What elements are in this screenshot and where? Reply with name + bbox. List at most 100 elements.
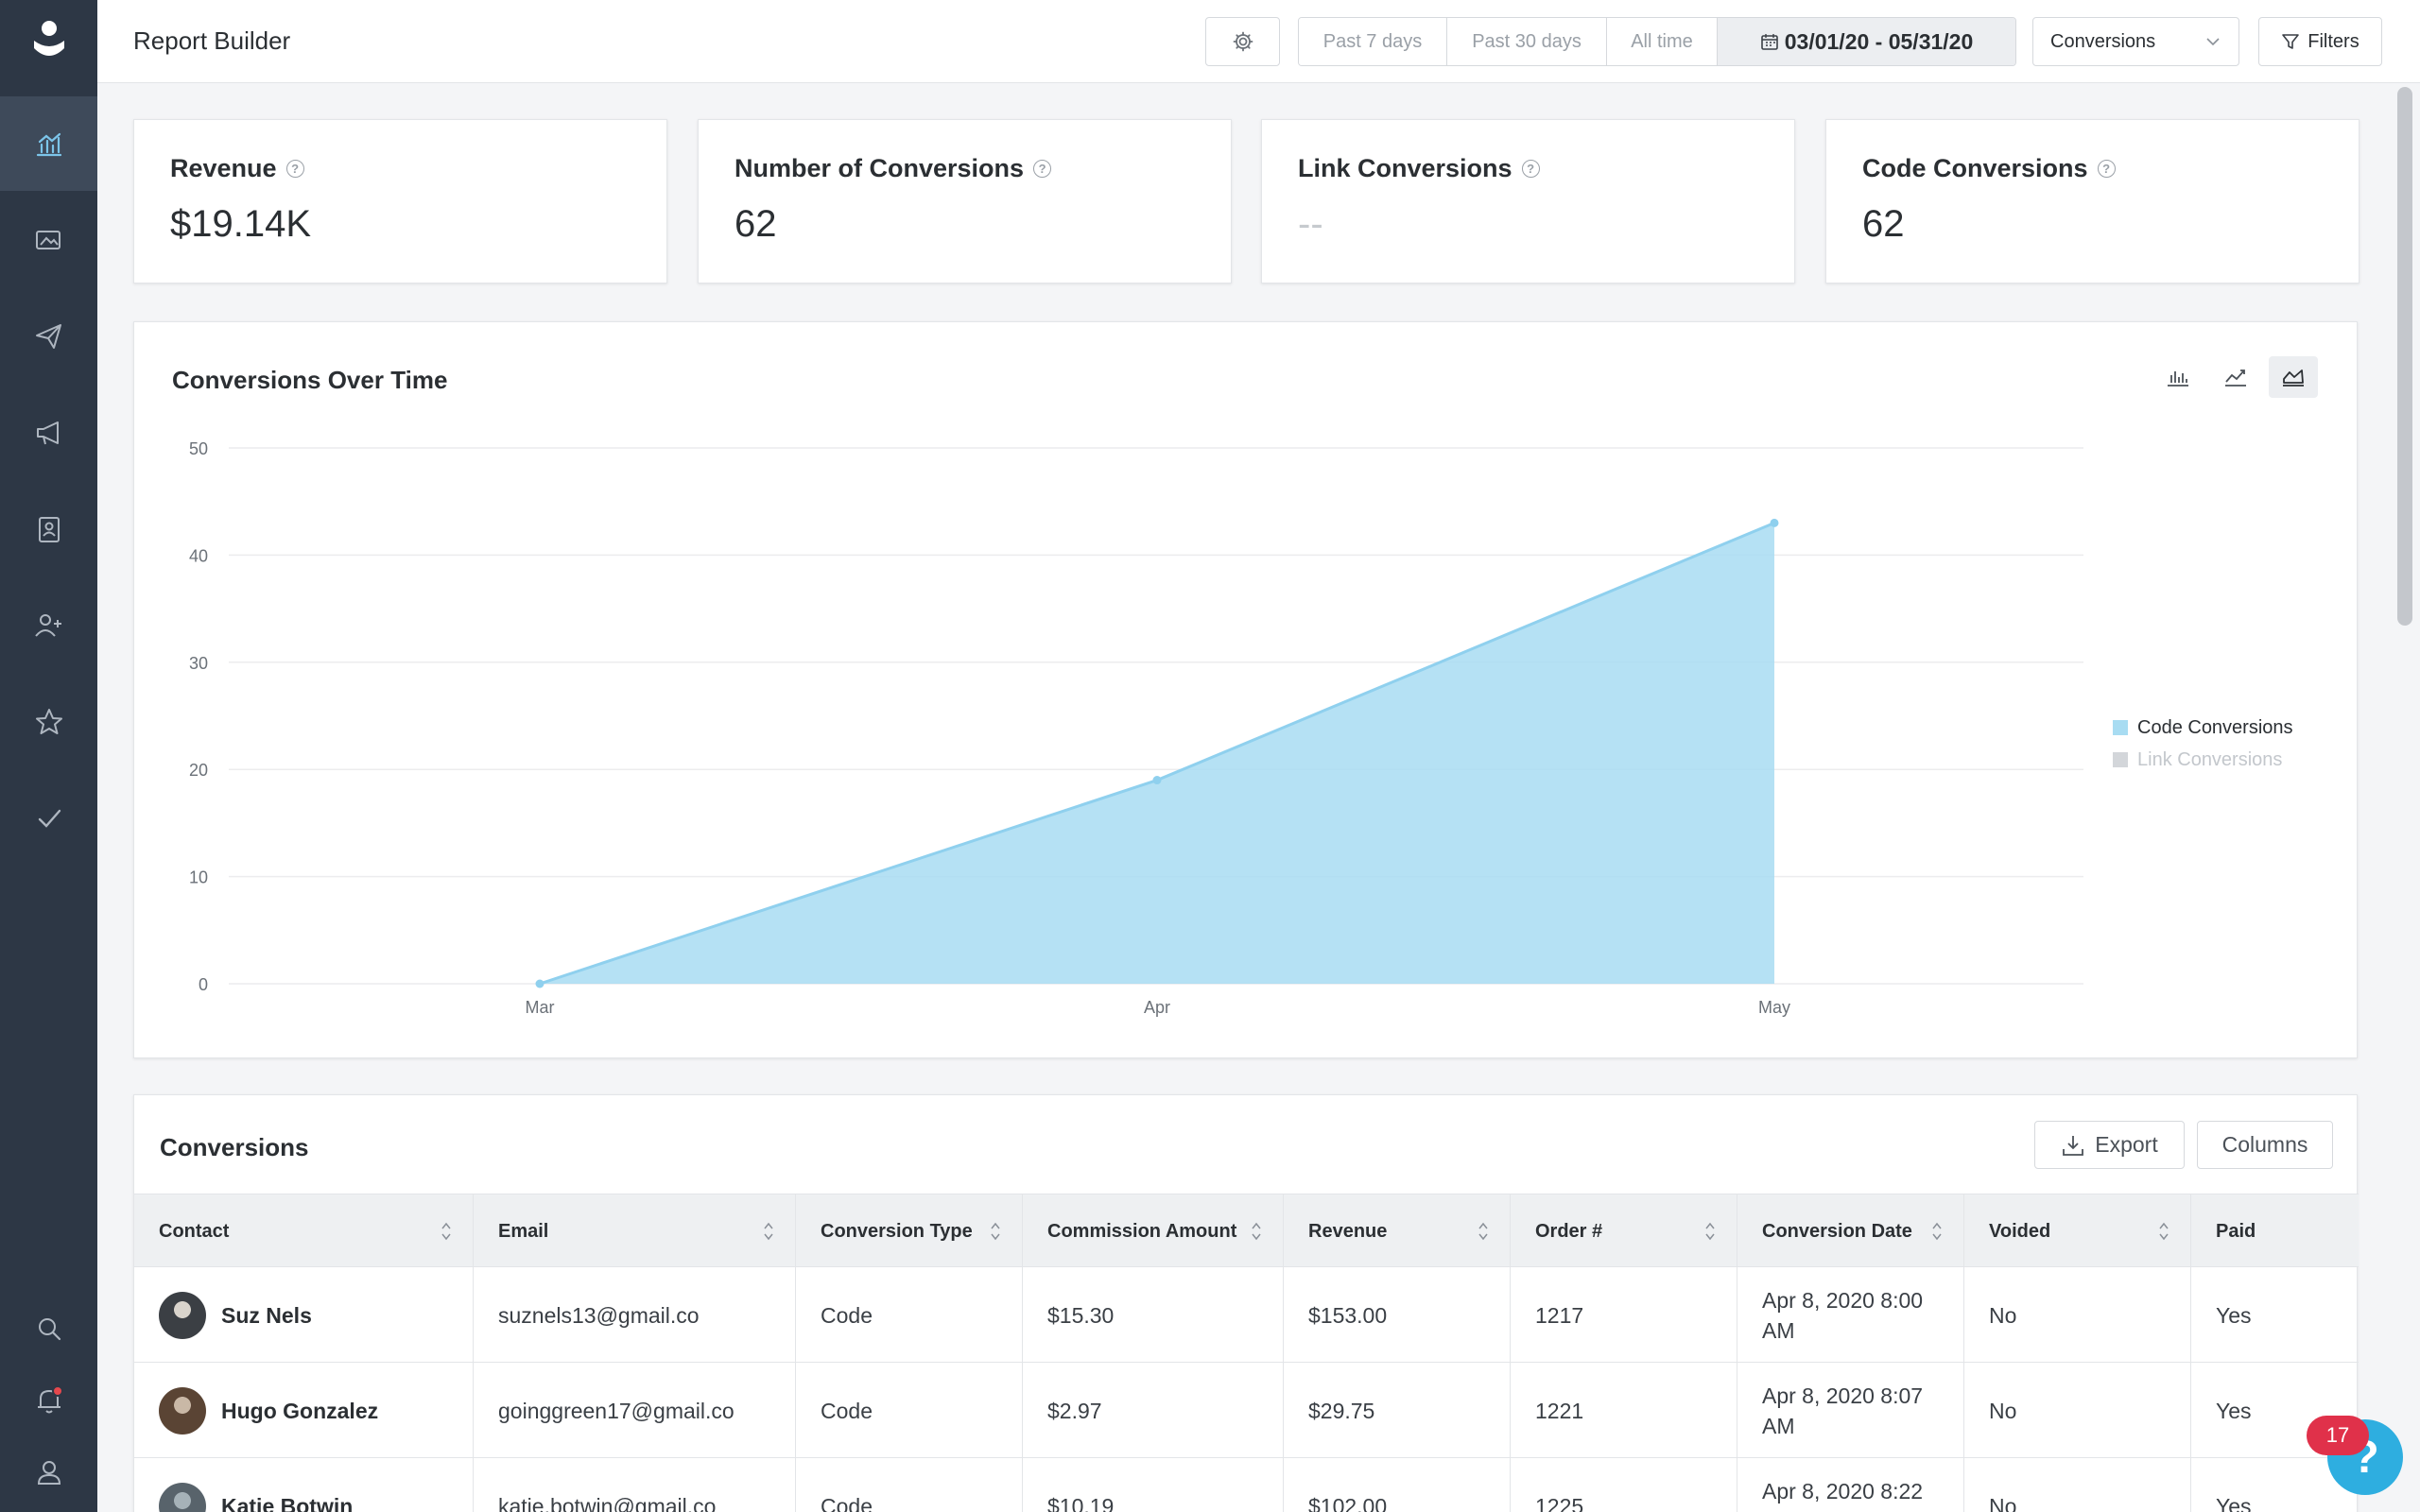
sidebar	[0, 0, 97, 1512]
export-button[interactable]: Export	[2034, 1121, 2185, 1169]
cell-text: 1225	[1535, 1493, 1584, 1512]
cell-contact[interactable]: Suz Nels	[134, 1267, 474, 1363]
cell-text: No	[1989, 1493, 2017, 1512]
column-header[interactable]: Voided	[1964, 1194, 2191, 1268]
column-header[interactable]: Revenue	[1284, 1194, 1511, 1268]
sort-icon[interactable]	[441, 1221, 452, 1242]
column-header[interactable]: Paid	[2191, 1194, 2359, 1268]
sidebar-item-reports[interactable]	[0, 96, 97, 191]
chart-type-bar-button[interactable]	[2153, 356, 2203, 398]
sidebar-item-campaigns[interactable]	[0, 386, 97, 480]
cell-contact[interactable]: Katie Botwin	[134, 1458, 474, 1512]
data-point-code-conversions	[535, 979, 544, 988]
date-range-picker[interactable]: 03/01/20 - 05/31/20	[1718, 18, 2015, 65]
cell-type: Code	[796, 1363, 1023, 1458]
help-icon[interactable]: ?	[1033, 160, 1052, 178]
range-past-30-days[interactable]: Past 30 days	[1447, 18, 1607, 65]
avatar[interactable]	[159, 1482, 206, 1512]
cell-order: 1221	[1511, 1363, 1737, 1458]
column-header[interactable]: Commission Amount	[1023, 1194, 1284, 1268]
help-icon[interactable]: ?	[2097, 160, 2116, 178]
column-header-label: Conversion Date	[1762, 1220, 1912, 1242]
table-row[interactable]: Katie Botwin katie.botwin@gmail.co Code $10…	[134, 1458, 2359, 1512]
table-row[interactable]: Hugo Gonzalez goinggreen17@gmail.co Code $2…	[134, 1363, 2359, 1458]
line-chart-icon	[2225, 369, 2246, 387]
reports-icon	[36, 132, 61, 157]
range-all-time[interactable]: All time	[1607, 18, 1718, 65]
cell-order: 1225	[1511, 1458, 1737, 1512]
cell-commission: $2.97	[1023, 1363, 1284, 1458]
cell-contact[interactable]: Hugo Gonzalez	[134, 1363, 474, 1458]
legend-item-code-conversions[interactable]: Code Conversions	[2113, 712, 2293, 744]
data-point-code-conversions	[1152, 776, 1162, 785]
topbar: Report Builder Past 7 days Past 30 days …	[97, 0, 2420, 83]
page-scrollbar[interactable]	[2397, 87, 2412, 626]
column-header[interactable]: Contact	[134, 1194, 474, 1268]
legend-item-link-conversions[interactable]: Link Conversions	[2113, 744, 2293, 776]
column-header-label: Email	[498, 1220, 549, 1242]
table-row[interactable]: Suz Nels suznels13@gmail.co Code $15.30 $153…	[134, 1267, 2359, 1363]
sort-icon[interactable]	[1704, 1221, 1716, 1242]
kpi-label-text: Code Conversions	[1862, 154, 2088, 182]
legend-swatch	[2113, 720, 2128, 735]
sidebar-item-send[interactable]	[0, 289, 97, 384]
cell-voided: No	[1964, 1363, 2191, 1458]
sidebar-item-favorites[interactable]	[0, 675, 97, 769]
cell-text: Yes	[2216, 1493, 2252, 1512]
help-icon[interactable]: ?	[1521, 160, 1540, 178]
x-tick-label: Apr	[1144, 998, 1170, 1017]
sidebar-item-gallery[interactable]	[0, 193, 97, 287]
cell-type: Code	[796, 1458, 1023, 1512]
sort-icon[interactable]	[1251, 1221, 1262, 1242]
sort-icon[interactable]	[1478, 1221, 1489, 1242]
check-icon	[38, 809, 60, 828]
sort-icon[interactable]	[2158, 1221, 2169, 1242]
kpi-label: Number of Conversions?	[735, 154, 1052, 183]
kpi-label-text: Revenue	[170, 154, 277, 182]
metric-select-value: Conversions	[2050, 30, 2156, 52]
table-title: Conversions	[160, 1133, 309, 1161]
cell-text: $15.30	[1047, 1302, 1115, 1328]
sort-icon[interactable]	[1931, 1221, 1943, 1242]
sidebar-item-notifications[interactable]	[0, 1353, 97, 1448]
sidebar-item-add-user[interactable]	[0, 578, 97, 673]
column-header-label: Contact	[159, 1220, 230, 1242]
chart-type-line-button[interactable]	[2211, 356, 2260, 398]
sort-icon[interactable]	[763, 1221, 774, 1242]
add-user-icon	[34, 614, 61, 637]
sidebar-item-tasks[interactable]	[0, 771, 97, 866]
cell-text: Yes	[2216, 1398, 2252, 1423]
y-tick-label: 20	[189, 761, 208, 780]
app-logo[interactable]	[0, 0, 97, 83]
sidebar-item-contacts[interactable]	[0, 482, 97, 576]
cell-text: Apr 8, 2020 8:22 AM	[1762, 1478, 1924, 1512]
kpi-label: Code Conversions?	[1862, 154, 2116, 183]
send-icon	[35, 324, 61, 349]
sort-icon[interactable]	[990, 1221, 1001, 1242]
filters-label: Filters	[2308, 30, 2360, 52]
column-header[interactable]: Conversion Date	[1737, 1194, 1964, 1268]
help-icon[interactable]: ?	[285, 160, 304, 178]
bell-icon	[37, 1390, 60, 1414]
notification-dot	[52, 1385, 63, 1397]
range-past-7-days[interactable]: Past 7 days	[1299, 18, 1447, 65]
column-header[interactable]: Email	[474, 1194, 796, 1268]
cell-voided: No	[1964, 1267, 2191, 1363]
help-unread-badge: 17	[2307, 1416, 2369, 1455]
bar-chart-icon	[2168, 371, 2188, 387]
avatar[interactable]	[159, 1386, 206, 1435]
columns-button[interactable]: Columns	[2197, 1121, 2333, 1169]
cell-text: Katie Botwin	[221, 1493, 354, 1512]
cell-revenue: $153.00	[1284, 1267, 1511, 1363]
column-header[interactable]: Order #	[1511, 1194, 1737, 1268]
filters-button[interactable]: Filters	[2258, 17, 2382, 66]
cell-paid: Yes	[2191, 1363, 2359, 1458]
sidebar-item-profile[interactable]	[0, 1425, 97, 1512]
chart-type-area-button[interactable]	[2269, 356, 2318, 398]
settings-button[interactable]	[1205, 17, 1280, 66]
column-header-label: Voided	[1989, 1220, 2051, 1242]
column-header[interactable]: Conversion Type	[796, 1194, 1023, 1268]
metric-select[interactable]: Conversions	[2032, 17, 2239, 66]
avatar[interactable]	[159, 1291, 206, 1339]
sidebar-item-search[interactable]	[0, 1281, 97, 1376]
